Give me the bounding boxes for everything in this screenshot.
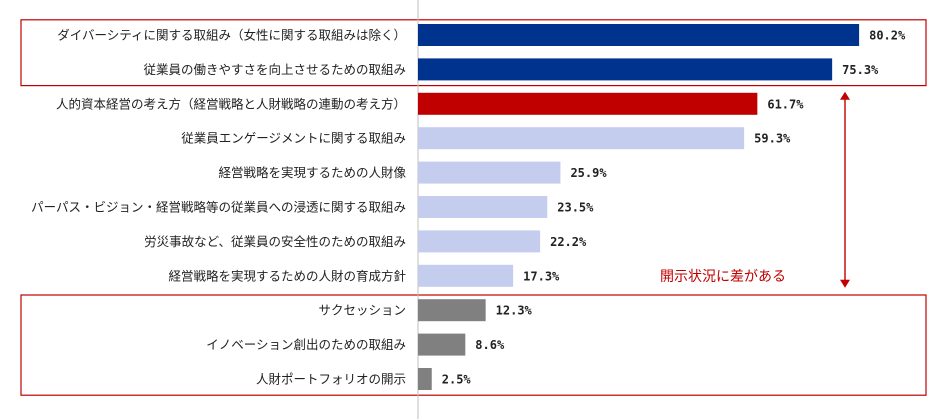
value-label-3: 61.7% (767, 97, 804, 111)
value-label-6: 23.5% (557, 201, 594, 215)
category-label-10: イノベーション創出のための取組み (206, 337, 406, 352)
bar-4 (418, 127, 745, 150)
bar-11 (418, 368, 432, 390)
bars-group (418, 24, 860, 390)
bar-6 (418, 196, 548, 218)
arrow-head-up (840, 91, 850, 100)
bar-3 (418, 92, 758, 115)
value-label-1: 80.2% (869, 29, 906, 43)
category-label-6: パーパス・ビジョン・経営戦略等の従業員への浸透に関する取組み (31, 200, 406, 215)
value-label-8: 17.3% (523, 269, 560, 283)
category-label-7: 労災事故など、従業員の安全性のための取組み (144, 234, 406, 249)
value-label-10: 8.6% (475, 338, 505, 352)
bar-2 (418, 58, 833, 81)
category-labels: ダイバーシティに関する取組み（女性に関する取組みは除く） 従業員の働きやすさを向上… (31, 28, 406, 387)
range-arrow (840, 91, 850, 288)
category-label-3: 人的資本経営の考え方（経営戦略と人財戦略の連動の考え方） (56, 96, 406, 111)
bar-9 (418, 299, 486, 322)
bar-8 (418, 264, 514, 287)
highlight-boxes (20, 19, 927, 396)
category-label-2: 従業員の働きやすさを向上させるための取組み (143, 62, 406, 77)
value-label-9: 12.3% (496, 304, 533, 318)
category-label-4: 従業員エンゲージメントに関する取組み (181, 131, 406, 146)
category-label-8: 経営戦略を実現するための人財の育成方針 (168, 268, 406, 283)
value-label-4: 59.3% (754, 132, 791, 146)
value-label-7: 22.2% (550, 235, 587, 249)
bar-10 (418, 333, 466, 356)
bar-1 (418, 24, 860, 46)
value-label-2: 75.3% (842, 63, 879, 77)
highlight-box-1 (20, 19, 927, 87)
category-label-1: ダイバーシティに関する取組み（女性に関する取組みは除く） (57, 28, 406, 43)
value-labels: 80.2% 75.3% 61.7% 59.3% 25.9% 23.5% 22.2% 17.3%… (442, 29, 906, 387)
bar-5 (418, 161, 561, 184)
bar-7 (418, 230, 541, 253)
category-label-5: 経営戦略を実現するための人財像 (218, 165, 406, 180)
value-label-5: 25.9% (570, 166, 607, 180)
value-label-11: 2.5% (442, 373, 472, 387)
annotation-text: 開示状況に差がある (660, 269, 786, 285)
arrow-head-down (840, 279, 850, 288)
category-label-9: サクセッション (318, 303, 406, 318)
highlight-box-2 (20, 294, 927, 396)
category-label-11: 人財ポートフォリオの開示 (256, 372, 406, 387)
